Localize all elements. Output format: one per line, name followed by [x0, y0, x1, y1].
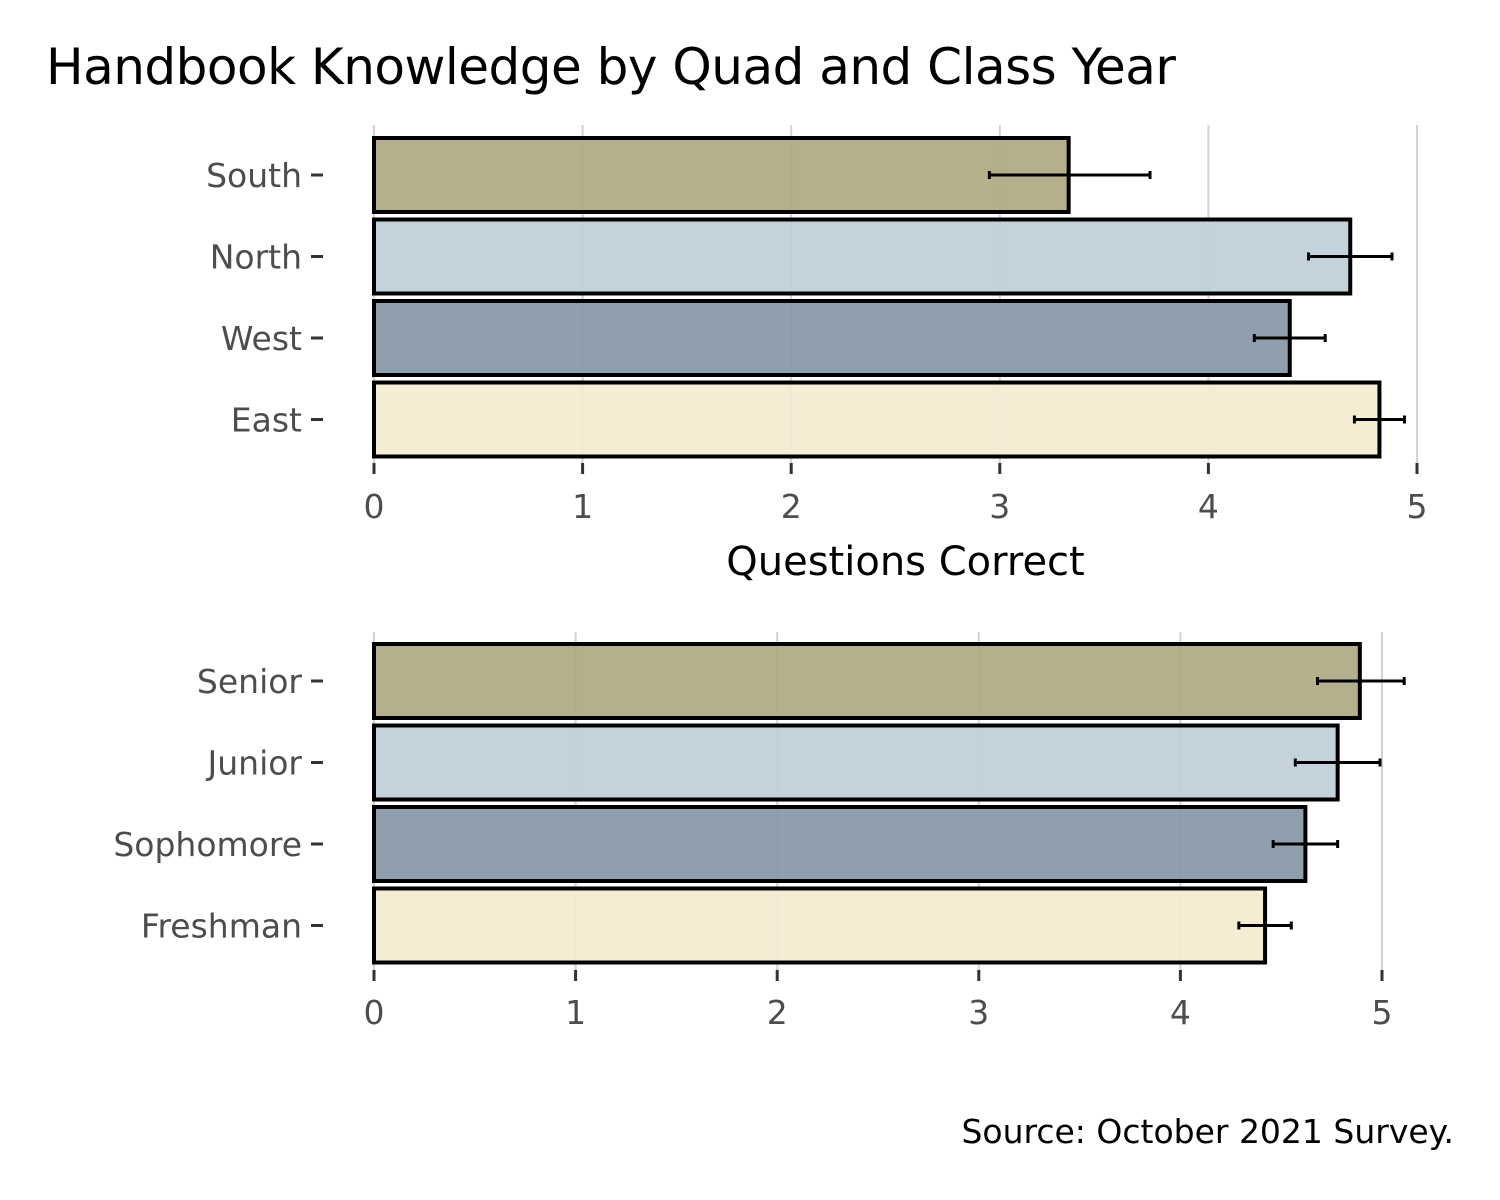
x-tick-label: 1 [565, 993, 586, 1032]
bar-east [372, 380, 1382, 459]
x-tick-label: 2 [767, 993, 788, 1032]
x-axis-title: Questions Correct [726, 539, 1084, 585]
x-tick-label: 5 [1372, 993, 1393, 1032]
y-tick-label: South [206, 156, 302, 195]
y-tick-label: Freshman [141, 907, 302, 946]
chart-title: Handbook Knowledge by Quad and Class Yea… [46, 38, 1176, 96]
x-tick-label: 4 [1170, 993, 1191, 1032]
y-tick-label: West [221, 319, 302, 358]
x-tick-label: 0 [364, 993, 385, 1032]
x-tick-label: 3 [989, 487, 1010, 526]
x-tick-label: 2 [781, 487, 802, 526]
x-tick-label: 5 [1407, 487, 1428, 526]
bar-senior [372, 642, 1362, 720]
bar-sophomore [372, 805, 1308, 883]
x-tick-label: 1 [572, 487, 593, 526]
y-tick-label: North [210, 238, 302, 277]
source-caption: Source: October 2021 Survey. [961, 1112, 1454, 1151]
x-tick-label: 0 [364, 487, 385, 526]
bar-west [372, 299, 1292, 377]
x-tick-label: 4 [1198, 487, 1219, 526]
y-tick-label: Senior [197, 662, 303, 701]
bar-junior [372, 723, 1340, 802]
bar-freshman [372, 886, 1268, 965]
bar-south [372, 136, 1071, 214]
y-tick-label: Sophomore [113, 825, 302, 864]
bar-north [372, 217, 1353, 296]
y-tick-label: East [231, 401, 302, 440]
x-tick-label: 3 [968, 993, 989, 1032]
y-tick-label: Junior [206, 744, 303, 783]
